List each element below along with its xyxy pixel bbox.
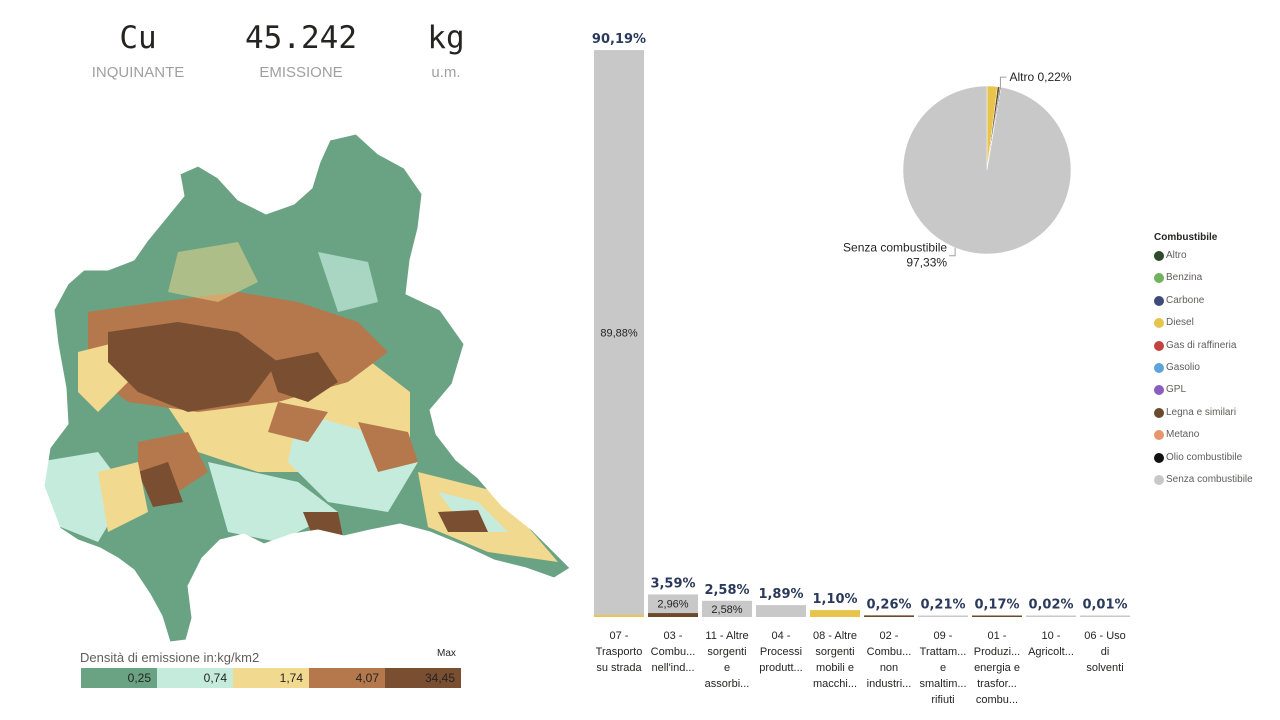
legend-class-5: 34,45 xyxy=(385,668,461,688)
pie-legend-label: Gasolio xyxy=(1166,361,1200,375)
bar-total-label-8: 0,02% xyxy=(1028,598,1073,613)
pie-legend-label: Senza combustibile xyxy=(1166,473,1253,487)
bar-total-label-1: 3,59% xyxy=(650,576,695,591)
bar-total-label-5: 0,26% xyxy=(866,597,911,612)
bar-total-label-3: 1,89% xyxy=(758,587,803,602)
pie-legend-label: Legna e similari xyxy=(1166,406,1236,420)
bar-category-label-1: 03 -Combu... nell'ind... xyxy=(651,630,696,674)
pie-legend-label: Metano xyxy=(1166,428,1199,442)
pie-legend-item-carbone[interactable]: Carbone xyxy=(1154,294,1253,316)
bar-segment-senza-combustibile-6[interactable] xyxy=(918,616,968,618)
legend-swatch-icon xyxy=(1154,273,1164,283)
pie-legend-item-altro[interactable]: Altro xyxy=(1154,249,1253,271)
map-legend-max: Max xyxy=(437,648,456,659)
bar-segment-senza-combustibile-3[interactable] xyxy=(756,605,806,617)
legend-swatch-icon xyxy=(1154,408,1164,418)
kpi-pollutant: Cu INQUINANTE xyxy=(58,18,218,81)
bar-total-label-7: 0,17% xyxy=(974,598,1019,613)
bar-total-label-4: 1,10% xyxy=(812,592,857,607)
map-legend-title: Densità di emissione in:kg/km2 xyxy=(80,650,259,665)
legend-swatch-icon xyxy=(1154,341,1164,351)
bar-category-label-5: 02 -Combu... non industri... xyxy=(867,630,912,690)
pie-legend-item-diesel[interactable]: Diesel xyxy=(1154,316,1253,338)
pie-legend-item-senza-combustibile[interactable]: Senza combustibile xyxy=(1154,473,1253,495)
legend-class-3: 1,74 xyxy=(233,668,309,688)
pie-legend-label: Carbone xyxy=(1166,294,1204,308)
kpi-unit-value: kg xyxy=(366,18,526,58)
choropleth-map[interactable] xyxy=(38,132,578,644)
bar-segment-senza-combustibile-9[interactable] xyxy=(1080,616,1130,618)
pie-legend-item-olio-combustibile[interactable]: Olio combustibile xyxy=(1154,451,1253,473)
pie-leader-altro xyxy=(1000,77,1006,87)
bar-category-label-8: 10 -Agricolt... xyxy=(1028,630,1074,658)
legend-swatch-icon xyxy=(1154,296,1164,306)
bar-inner-label-1: 2,96% xyxy=(657,599,688,611)
legend-class-2: 0,74 xyxy=(157,668,233,688)
bar-total-label-6: 0,21% xyxy=(920,598,965,613)
legend-swatch-icon xyxy=(1154,430,1164,440)
bar-category-label-7: 01 -Produzi... energia e trasfor... combu..… xyxy=(974,630,1020,706)
pie-label-senza: Senza combustibile 97,33% xyxy=(843,241,947,270)
bar-segment-senza-combustibile-8[interactable] xyxy=(1026,616,1076,618)
bar-category-label-0: 07 -Trasporto su strada xyxy=(596,630,643,674)
pie-legend-label: GPL xyxy=(1166,383,1186,397)
pie-legend-item-benzina[interactable]: Benzina xyxy=(1154,271,1253,293)
legend-swatch-icon xyxy=(1154,363,1164,373)
bar-inner-label-0: 89,88% xyxy=(600,328,638,340)
legend-swatch-icon xyxy=(1154,385,1164,395)
pie-legend-item-gpl[interactable]: GPL xyxy=(1154,383,1253,405)
bar-total-label-0: 90,19% xyxy=(592,32,646,47)
pie-legend-item-legna-e-similari[interactable]: Legna e similari xyxy=(1154,406,1253,428)
legend-class-1: 0,25 xyxy=(81,668,157,688)
bar-segment-legna-e-similari-1[interactable] xyxy=(648,613,698,617)
map-legend-bar: 0,25 0,74 1,74 4,07 34,45 xyxy=(81,668,461,688)
legend-swatch-icon xyxy=(1154,475,1164,485)
pie-legend-item-gas-di-raffineria[interactable]: Gas di raffineria xyxy=(1154,339,1253,361)
bar-category-label-4: 08 - Altre sorgenti mobili e macchi... xyxy=(813,630,857,690)
pie-legend-label: Benzina xyxy=(1166,271,1202,285)
bar-inner-label-2: 2,58% xyxy=(711,604,742,616)
kpi-pollutant-value: Cu xyxy=(58,18,218,58)
bar-total-label-2: 2,58% xyxy=(704,583,749,598)
pie-leader-senza xyxy=(949,248,955,256)
fuel-pie-chart[interactable]: Altro 0,22% Senza combustibile 97,33% xyxy=(840,60,1140,300)
pie-legend-label: Olio combustibile xyxy=(1166,451,1242,465)
kpi-unit: kg u.m. xyxy=(366,18,526,81)
kpi-emission: 45.242 EMISSIONE xyxy=(221,18,381,81)
legend-swatch-icon xyxy=(1154,318,1164,328)
bar-category-label-3: 04 -Processi produtt... xyxy=(759,630,802,674)
bar-segment-legna-e-similari-7[interactable] xyxy=(972,616,1022,618)
pie-label-altro: Altro 0,22% xyxy=(1009,70,1071,84)
bar-segment-diesel-0[interactable] xyxy=(594,615,644,617)
pie-legend-item-metano[interactable]: Metano xyxy=(1154,428,1253,450)
bar-segment-diesel-4[interactable] xyxy=(810,610,860,617)
pie-slice-senza-combustibile[interactable] xyxy=(903,86,1071,254)
pie-legend: Combustibile Altro Benzina Carbone Diesel Ga… xyxy=(1154,232,1253,495)
pie-legend-label: Gas di raffineria xyxy=(1166,339,1236,353)
pie-legend-item-gasolio[interactable]: Gasolio xyxy=(1154,361,1253,383)
bar-category-label-6: 09 -Trattam... e smaltim... rifiuti xyxy=(919,630,966,706)
bar-total-label-9: 0,01% xyxy=(1082,598,1127,613)
legend-swatch-icon xyxy=(1154,251,1164,261)
pie-legend-label: Altro xyxy=(1166,249,1187,263)
pie-legend-label: Diesel xyxy=(1166,316,1194,330)
pie-legend-title: Combustibile xyxy=(1154,232,1253,243)
legend-class-4: 4,07 xyxy=(309,668,385,688)
bar-segment-legna-e-similari-5[interactable] xyxy=(864,615,914,617)
kpi-unit-label: u.m. xyxy=(366,64,526,81)
kpi-emission-value: 45.242 xyxy=(221,18,381,58)
kpi-pollutant-label: INQUINANTE xyxy=(58,64,218,81)
bar-category-label-2: 11 - Altre sorgenti e assorbi... xyxy=(705,630,750,690)
legend-swatch-icon xyxy=(1154,453,1164,463)
kpi-emission-label: EMISSIONE xyxy=(221,64,381,81)
bar-category-label-9: 06 - Uso di solventi xyxy=(1084,630,1126,674)
